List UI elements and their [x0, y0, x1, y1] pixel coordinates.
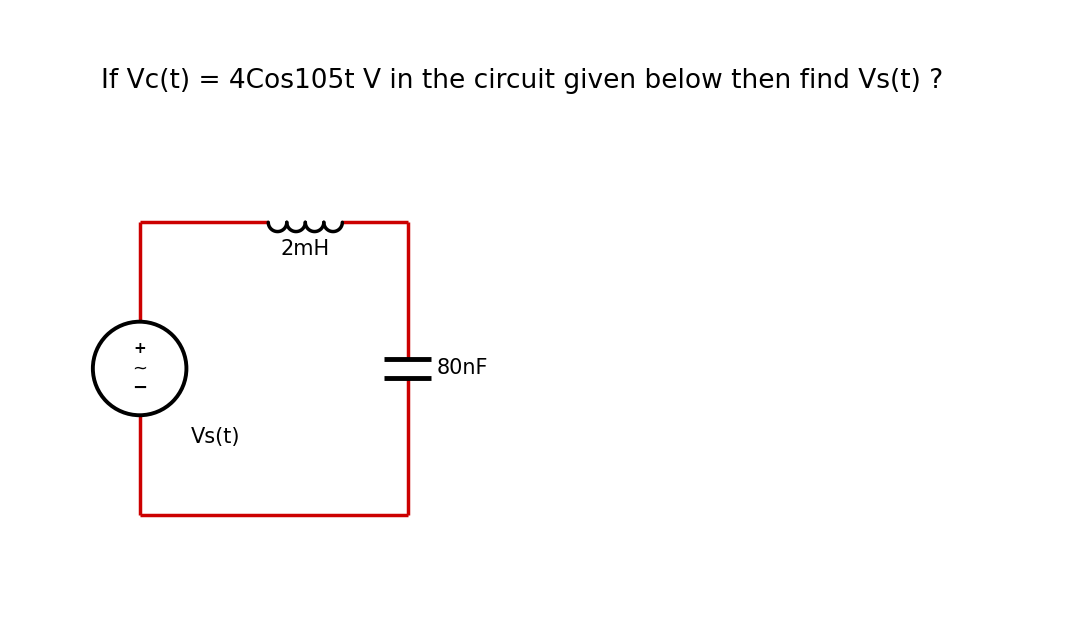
Text: If Vc(t) = 4Cos105t V in the circuit given below then find Vs(t) ?: If Vc(t) = 4Cos105t V in the circuit giv… — [102, 68, 943, 94]
Text: +: + — [133, 342, 146, 356]
Text: 2mH: 2mH — [281, 239, 329, 259]
Text: −: − — [132, 379, 147, 397]
Text: Vs(t): Vs(t) — [191, 427, 241, 447]
Text: ~: ~ — [132, 360, 147, 378]
Text: 80nF: 80nF — [436, 358, 488, 378]
